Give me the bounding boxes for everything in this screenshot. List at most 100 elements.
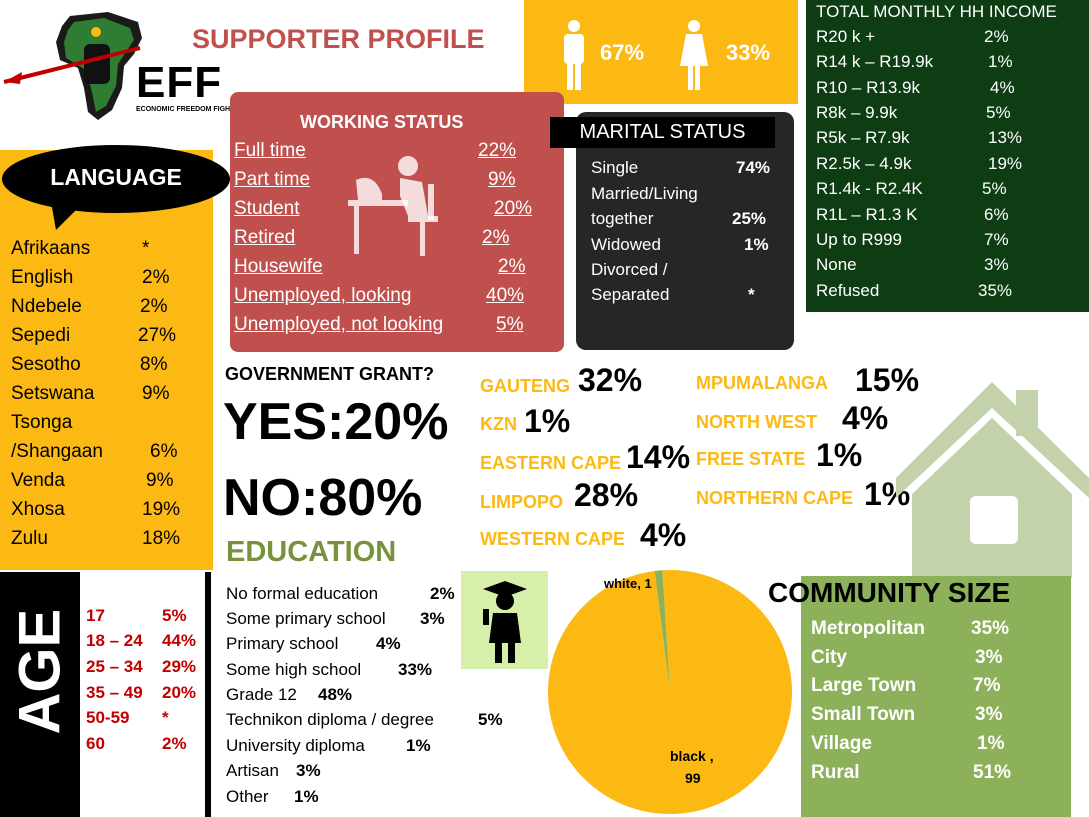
language-label: /Shangaan <box>11 441 103 462</box>
language-value: 2% <box>140 296 168 317</box>
income-label: R1.4k - R2.4K <box>816 179 923 198</box>
education-label: Other <box>226 787 269 806</box>
community-size-panel: Metropolitan 35% City 3% Large Town 7% S… <box>801 576 1071 817</box>
age-label: 35 – 49 <box>86 683 143 702</box>
community-label: Rural <box>811 762 860 783</box>
marital-label: Widowed <box>591 235 661 254</box>
working-status-panel: WORKING STATUS Full time 22% Part time 9… <box>230 92 564 352</box>
income-label: R8k – 9.9k <box>816 103 898 122</box>
language-label: Sesotho <box>11 354 81 375</box>
education-label: No formal education <box>226 584 379 603</box>
province-value: 4% <box>640 517 687 553</box>
working-value: 22% <box>478 140 517 161</box>
language-label: Sepedi <box>11 325 71 346</box>
education-value: 33% <box>398 660 433 679</box>
province-value: 14% <box>626 439 691 475</box>
age-value: 5% <box>162 606 187 625</box>
province-value: 1% <box>816 437 863 473</box>
marital-label: Divorced / <box>591 260 668 279</box>
working-value: 20% <box>494 198 533 219</box>
logo-text: EFF <box>136 58 223 107</box>
community-value: 35% <box>971 618 1010 639</box>
age-label: 50-59 <box>86 708 130 727</box>
language-value: 18% <box>142 528 181 549</box>
age-label: 60 <box>86 734 105 753</box>
education-value: 3% <box>296 761 321 780</box>
age-value: 29% <box>162 657 197 676</box>
marital-title: MARITAL STATUS <box>550 117 775 148</box>
female-figure-icon <box>680 20 708 90</box>
working-label: Housewife <box>234 256 323 277</box>
marital-label: Married/Living <box>591 184 698 203</box>
eff-logo <box>0 8 240 130</box>
income-label: None <box>816 255 857 274</box>
income-value: 7% <box>984 230 1009 249</box>
grant-yes: YES:20% <box>223 393 449 451</box>
working-label: Full time <box>234 140 306 161</box>
province-value: 1% <box>524 403 571 439</box>
income-value: 35% <box>978 281 1013 300</box>
province-name: GAUTENG <box>480 376 570 396</box>
age-label: 25 – 34 <box>86 657 143 676</box>
income-value: 3% <box>984 255 1009 274</box>
income-panel: TOTAL MONTHLY HH INCOME R20 k + 2% R14 k… <box>806 0 1089 312</box>
income-label: R1L – R1.3 K <box>816 205 918 224</box>
education-value: 4% <box>376 634 401 653</box>
language-label: Afrikaans <box>11 238 91 259</box>
pie-slice-white <box>654 570 670 692</box>
language-label: English <box>11 267 74 288</box>
education-label: Primary school <box>226 634 339 653</box>
language-value: 8% <box>140 354 168 375</box>
graduate-panel <box>461 571 548 669</box>
africa-map-icon <box>3 12 142 120</box>
community-title: COMMUNITY SIZE <box>768 577 1011 608</box>
province-name: WESTERN CAPE <box>480 529 626 549</box>
working-value: 40% <box>486 285 525 306</box>
language-label: Zulu <box>11 528 48 549</box>
community-label: Village <box>811 733 872 754</box>
community-value: 3% <box>975 647 1003 668</box>
community-value: 1% <box>977 733 1005 754</box>
education-value: 5% <box>478 710 503 729</box>
language-value: 9% <box>142 383 170 404</box>
language-value: 27% <box>138 325 177 346</box>
income-value: 1% <box>988 52 1013 71</box>
language-label: Setswana <box>11 383 95 404</box>
language-label: Tsonga <box>11 412 73 433</box>
education-value: 2% <box>430 584 455 603</box>
language-panel: Afrikaans * English 2% Ndebele 2% Sepedi… <box>0 150 213 570</box>
house-icon <box>896 382 1089 578</box>
education-label: Grade 12 <box>226 685 297 704</box>
age-banner <box>0 572 80 817</box>
working-value: 9% <box>488 169 516 190</box>
income-value: 19% <box>988 154 1023 173</box>
education-label: Some high school <box>226 660 362 679</box>
age-value: 2% <box>162 734 187 753</box>
marital-value: * <box>748 285 755 304</box>
community-value: 3% <box>975 704 1003 725</box>
marital-status-panel: Single 74% Married/Living together 25% W… <box>576 112 794 350</box>
language-label: Xhosa <box>11 499 65 520</box>
income-label: R5k – R7.9k <box>816 128 910 147</box>
working-label: Unemployed, looking <box>234 285 412 306</box>
income-value: 5% <box>982 179 1007 198</box>
education-label: Artisan <box>226 761 279 780</box>
community-label: Small Town <box>811 704 916 725</box>
province-name: LIMPOPO <box>480 492 564 512</box>
income-label: Up to R999 <box>816 230 902 249</box>
male-figure-icon <box>564 20 584 90</box>
province-name: MPUMALANGA <box>696 373 828 393</box>
education-divider <box>205 572 211 817</box>
pie-label-black-value: 99 <box>685 770 701 786</box>
marital-value: 25% <box>732 209 767 228</box>
community-value: 51% <box>973 762 1012 783</box>
language-value: 9% <box>146 470 174 491</box>
province-value: 4% <box>842 400 889 436</box>
working-title: WORKING STATUS <box>300 112 464 132</box>
language-title: LANGUAGE <box>2 145 230 213</box>
race-pie-chart: white, 1 black , 99 <box>548 570 792 814</box>
education-label: Some primary school <box>226 609 386 628</box>
gender-panel: 67% 33% <box>524 0 798 104</box>
income-value: 6% <box>984 205 1009 224</box>
marital-value: 1% <box>744 235 769 254</box>
